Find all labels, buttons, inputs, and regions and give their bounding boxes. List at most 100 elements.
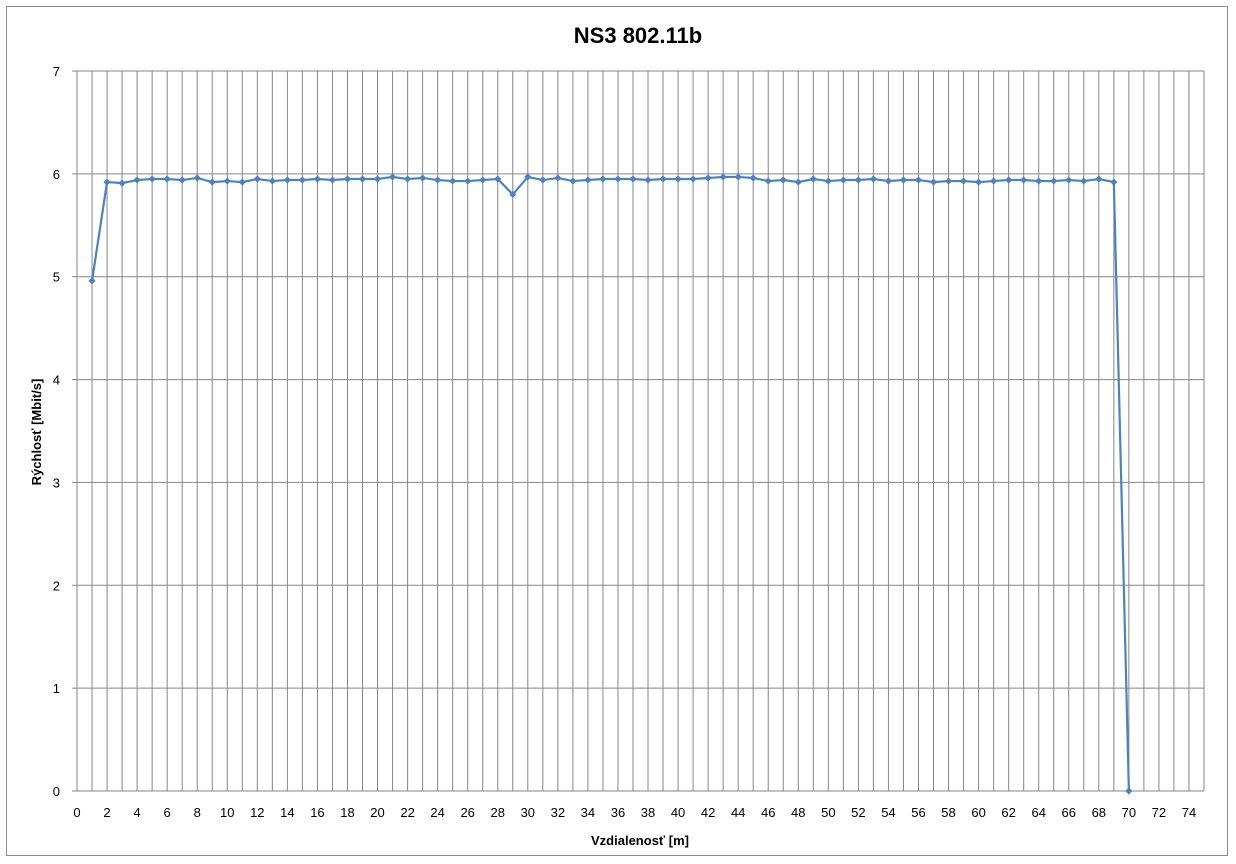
data-point xyxy=(644,176,652,184)
x-tick-label: 4 xyxy=(133,805,140,820)
data-point xyxy=(1125,787,1133,795)
data-point xyxy=(779,176,787,184)
data-point xyxy=(749,174,757,182)
data-point xyxy=(283,176,291,184)
y-tick-labels: 0 1 2 3 4 5 6 7 xyxy=(53,64,60,799)
data-point xyxy=(1050,177,1058,185)
data-point xyxy=(584,176,592,184)
data-point xyxy=(1080,177,1088,185)
x-tick-label: 24 xyxy=(430,805,444,820)
data-point xyxy=(253,175,261,183)
data-point xyxy=(328,176,337,184)
x-tick-label: 62 xyxy=(1001,805,1015,820)
data-point xyxy=(990,177,998,185)
data-point xyxy=(358,175,367,183)
x-axis-title: Vzdialenosť [m] xyxy=(591,833,689,848)
x-tick-label: 54 xyxy=(881,805,895,820)
data-point xyxy=(719,173,727,181)
data-point xyxy=(343,175,352,183)
data-point xyxy=(704,174,712,182)
data-point xyxy=(1020,176,1028,184)
x-tick-label: 42 xyxy=(701,805,715,820)
data-point xyxy=(1035,177,1043,185)
data-point xyxy=(313,175,322,183)
data-point xyxy=(554,174,562,182)
x-tick-label: 70 xyxy=(1122,805,1136,820)
x-tick-label: 44 xyxy=(731,805,745,820)
x-tick-label: 14 xyxy=(280,805,294,820)
data-point xyxy=(208,178,216,186)
data-point xyxy=(88,277,96,285)
y-tick-label: 1 xyxy=(53,681,60,696)
data-point xyxy=(223,177,231,185)
data-point xyxy=(238,178,246,186)
data-point xyxy=(133,176,141,184)
data-point xyxy=(434,176,442,184)
data-point xyxy=(959,177,968,185)
data-point xyxy=(539,176,547,184)
x-tick-label: 36 xyxy=(611,805,625,820)
x-tick-label: 50 xyxy=(821,805,835,820)
data-point xyxy=(854,176,862,184)
x-tick-label: 2 xyxy=(103,805,110,820)
x-tick-label: 6 xyxy=(164,805,171,820)
data-point xyxy=(884,177,893,185)
data-point xyxy=(929,178,938,186)
chart-frame xyxy=(6,6,1228,856)
grid-lines xyxy=(77,70,1205,791)
x-tick-label: 8 xyxy=(194,805,201,820)
x-tick-label: 32 xyxy=(551,805,565,820)
data-point xyxy=(794,178,802,186)
y-tick-label: 6 xyxy=(53,167,60,182)
data-point xyxy=(479,176,487,184)
data-point xyxy=(509,190,517,199)
data-point xyxy=(464,177,472,185)
x-tick-label: 20 xyxy=(370,805,384,820)
x-tick-label: 26 xyxy=(460,805,474,820)
data-point xyxy=(809,175,817,183)
data-point xyxy=(914,176,923,184)
data-point xyxy=(764,177,772,185)
data-point xyxy=(629,175,637,183)
data-point xyxy=(403,175,412,183)
x-tick-label: 34 xyxy=(581,805,595,820)
data-point xyxy=(869,175,878,183)
data-point xyxy=(824,177,832,185)
data-point xyxy=(569,177,577,185)
x-tick-label: 22 xyxy=(400,805,414,820)
x-tick-label: 64 xyxy=(1031,805,1045,820)
data-point xyxy=(163,175,171,183)
data-point xyxy=(388,173,397,181)
y-tick-label: 4 xyxy=(53,373,60,388)
data-point xyxy=(839,176,847,184)
x-tick-label: 66 xyxy=(1062,805,1076,820)
x-tick-label: 74 xyxy=(1182,805,1196,820)
x-tick-label: 10 xyxy=(220,805,234,820)
x-tick-label: 46 xyxy=(761,805,775,820)
y-tick-label: 3 xyxy=(53,475,60,490)
data-markers xyxy=(88,173,1133,795)
data-point xyxy=(103,178,111,186)
x-tick-label: 60 xyxy=(971,805,985,820)
data-point xyxy=(1095,175,1103,183)
data-point xyxy=(494,175,502,183)
x-tick-label: 30 xyxy=(521,805,535,820)
x-tick-label: 12 xyxy=(250,805,264,820)
y-tick-label: 0 xyxy=(53,784,60,799)
x-tick-labels: 0 2 4 6 8 10 12 14 16 18 20 22 24 26 28 30 32 34 36 38 40 42 4… xyxy=(73,805,1196,820)
data-point xyxy=(1110,178,1118,186)
data-point xyxy=(1065,176,1073,184)
data-point xyxy=(614,175,622,183)
x-tick-label: 40 xyxy=(671,805,685,820)
data-point xyxy=(148,175,156,183)
data-point xyxy=(449,177,457,185)
y-tick-label: 2 xyxy=(53,578,60,593)
data-point xyxy=(899,176,908,184)
data-point xyxy=(599,175,607,183)
x-tick-label: 16 xyxy=(310,805,324,820)
x-tick-label: 48 xyxy=(791,805,805,820)
data-point xyxy=(419,174,427,182)
x-tick-label: 56 xyxy=(911,805,925,820)
x-tick-label: 28 xyxy=(491,805,505,820)
x-tick-label: 52 xyxy=(851,805,865,820)
